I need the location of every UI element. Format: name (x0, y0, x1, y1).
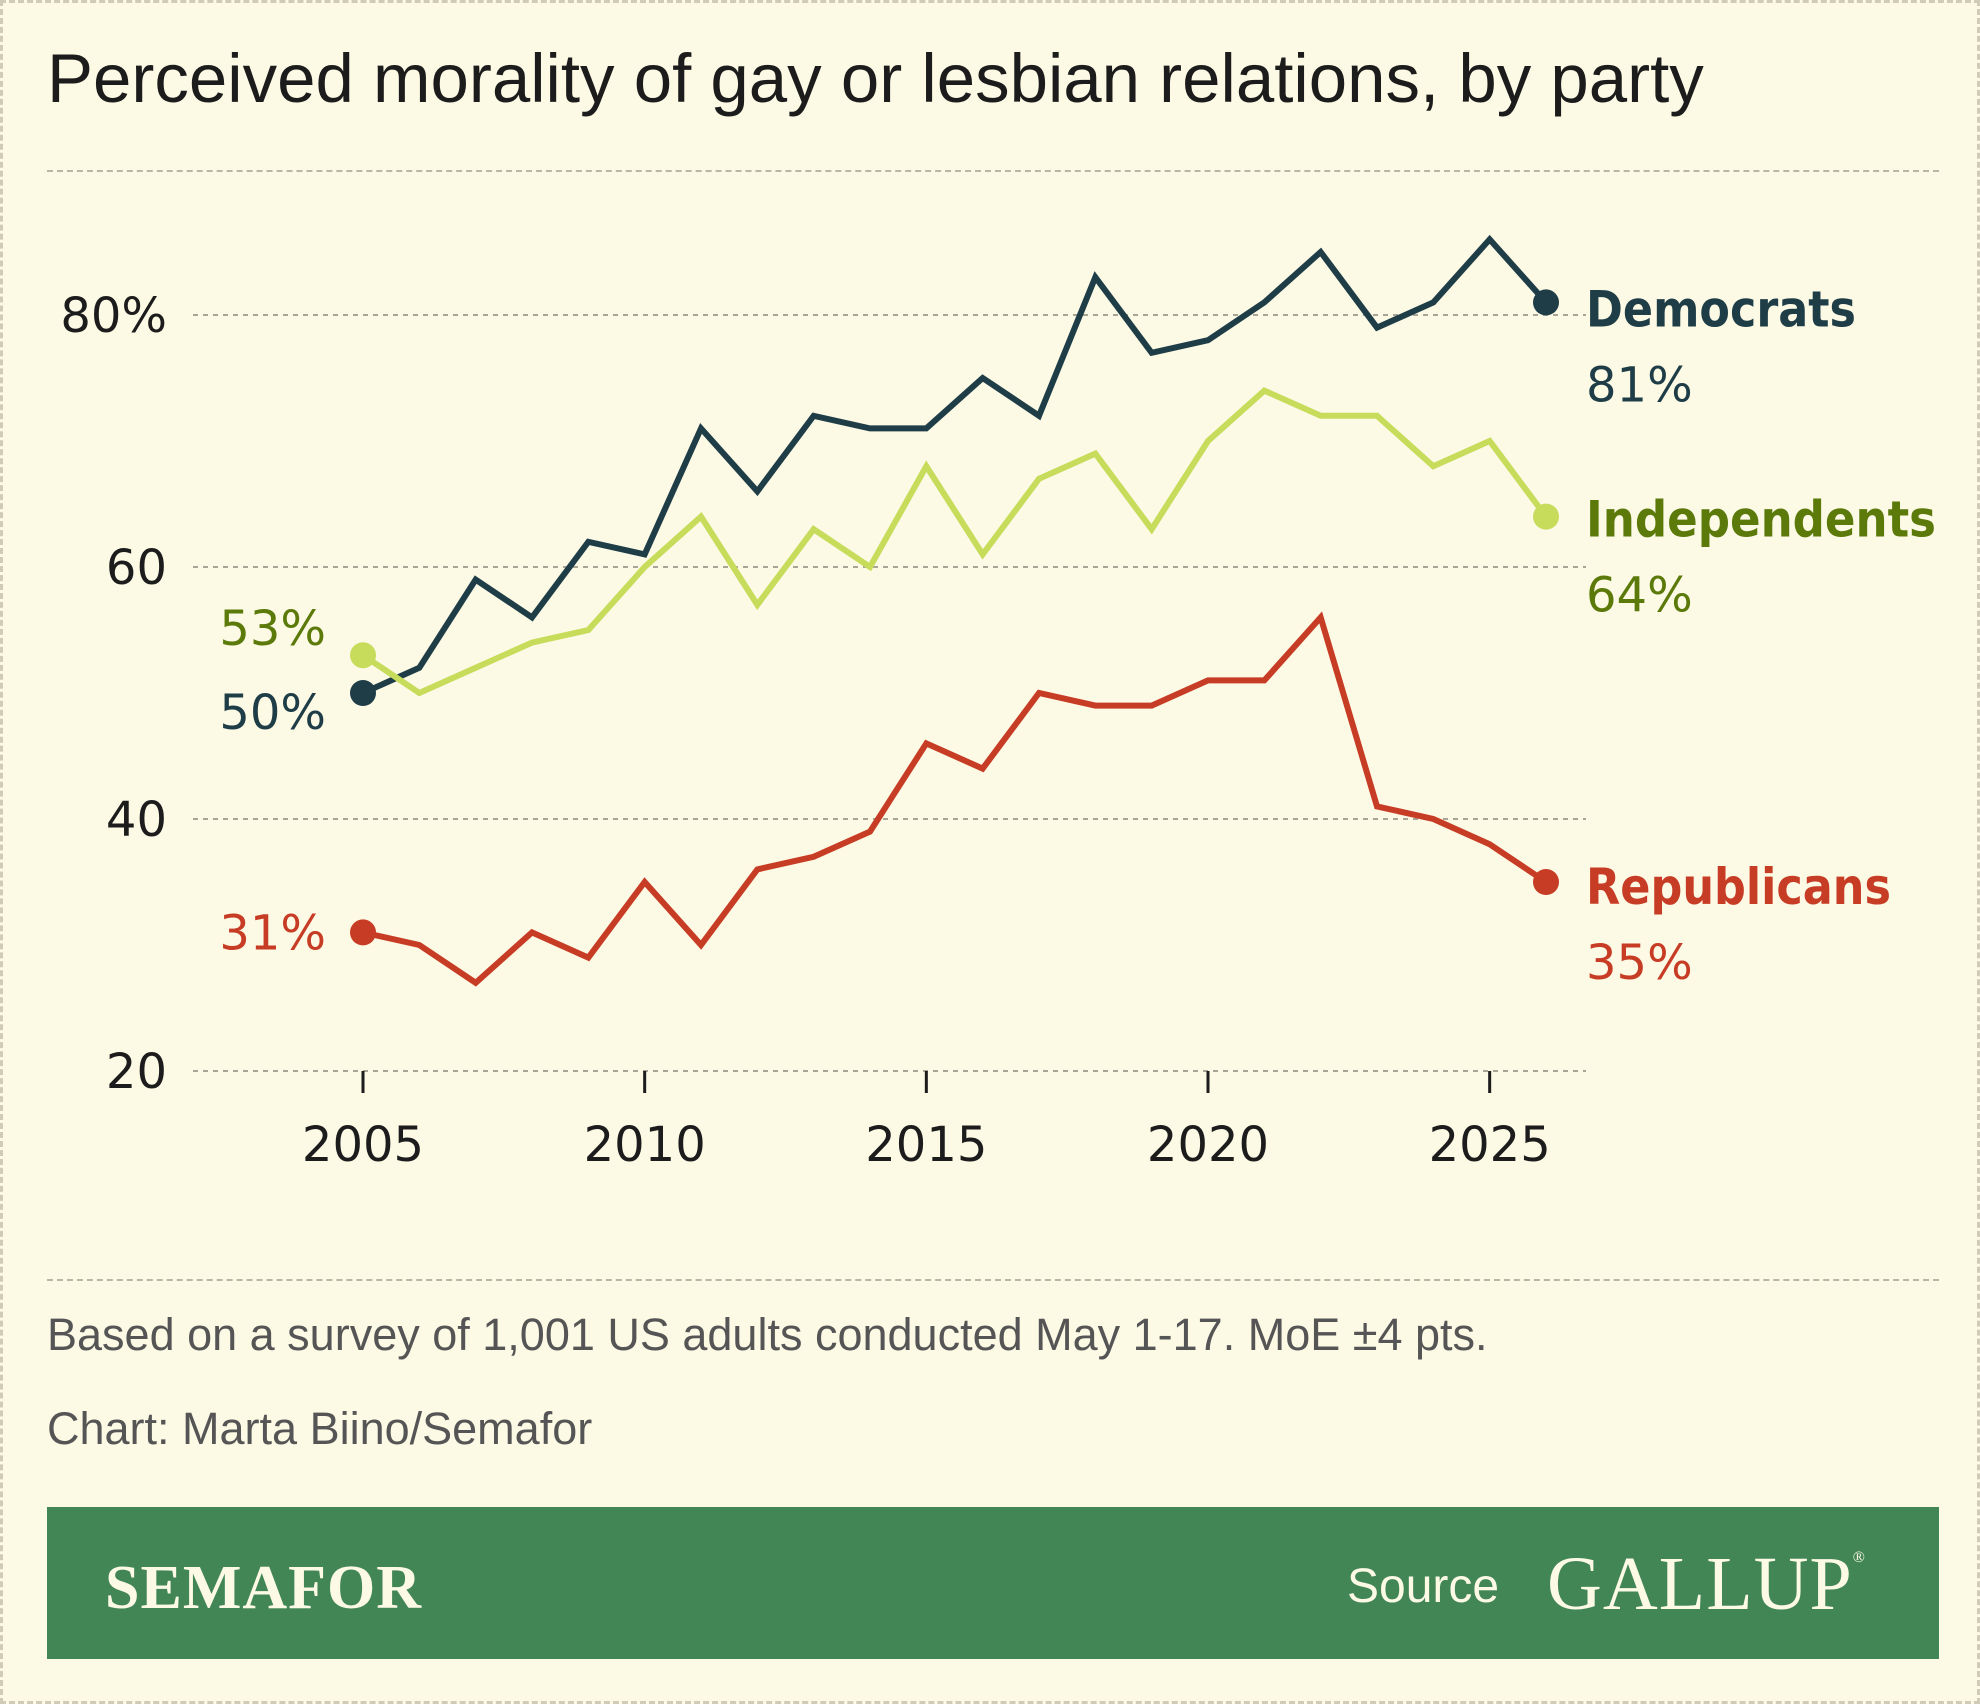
series-end-label: 35% (1586, 935, 1693, 991)
series-start-point (350, 919, 376, 946)
chart-title: Perceived morality of gay or lesbian rel… (47, 40, 1704, 117)
series-end-label: 81% (1586, 357, 1693, 413)
registered-mark: ® (1852, 1549, 1866, 1566)
x-tick-label: 2010 (584, 1117, 706, 1173)
line-chart: 80% 60 40 20 2005 2010 2015 2020 2025 50% 53% 31% De… (60, 234, 1936, 1173)
y-tick-label: 60 (106, 540, 167, 596)
series-end-point (1533, 289, 1559, 316)
source-label: Source (1347, 1560, 1500, 1613)
series-end-label: 64% (1586, 568, 1693, 624)
series-start-label: 31% (219, 905, 326, 961)
series-end-point (1533, 503, 1559, 530)
gallup-logo-text: GALLUP (1547, 1542, 1853, 1626)
x-tick-label: 2025 (1429, 1117, 1551, 1173)
brand-banner: SEMAFOR Source GALLUP® (47, 1507, 1939, 1659)
series-line (361, 234, 1549, 696)
series-start-label: 50% (219, 685, 326, 741)
series-start-point (350, 642, 376, 669)
survey-note: Based on a survey of 1,001 US adults con… (47, 1309, 1488, 1360)
series-end-point (1533, 869, 1559, 895)
series-name-label: Democrats (1586, 280, 1856, 338)
series-line (361, 387, 1549, 697)
x-tick-label: 2020 (1147, 1117, 1269, 1173)
y-tick-label: 40 (106, 792, 167, 848)
title-divider (47, 170, 1939, 172)
footer-divider (47, 1279, 1939, 1281)
chart-credit: Chart: Marta Biino/Semafor (47, 1403, 593, 1454)
y-tick-label: 20 (106, 1044, 167, 1100)
series-name-label: Independents (1586, 491, 1936, 549)
gallup-logo: GALLUP® (1547, 1541, 1866, 1628)
x-tick-label: 2015 (865, 1117, 987, 1173)
series-start-point (350, 680, 376, 706)
x-tick-label: 2005 (302, 1117, 424, 1173)
series-name-label: Republicans (1586, 858, 1891, 916)
semafor-logo: SEMAFOR (105, 1554, 422, 1622)
y-tick-label: 80% (60, 288, 167, 344)
series-line (362, 611, 1548, 987)
series-start-label: 53% (219, 601, 326, 657)
